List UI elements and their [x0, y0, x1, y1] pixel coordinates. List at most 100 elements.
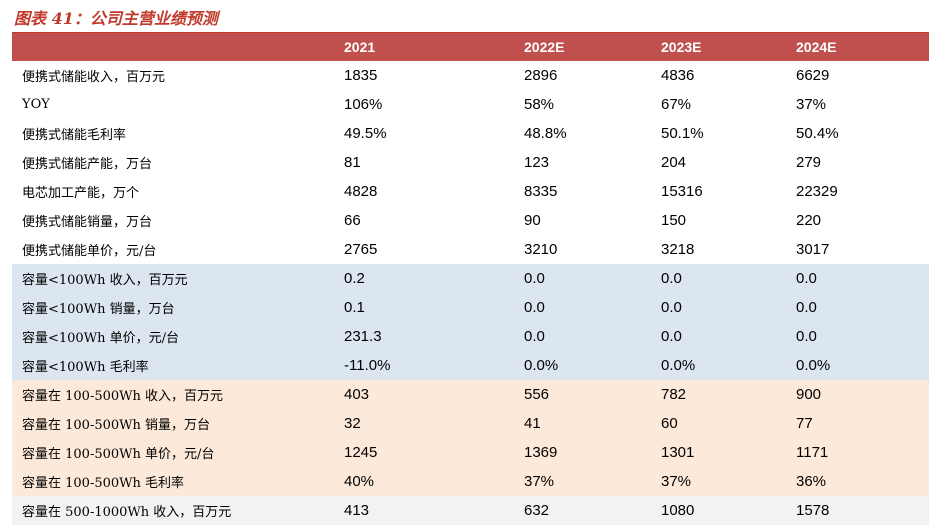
value-cell: 1835	[344, 67, 378, 84]
value-cell: 3017	[796, 241, 830, 258]
table-row: 容量<100Wh 毛利率 -11.0% 0.0% 0.0% 0.0%	[12, 351, 929, 380]
value-cell: 150	[661, 212, 687, 229]
row-label: 容量在 100-500Wh 收入，百万元	[12, 380, 330, 409]
value-cell: -11.0%	[330, 351, 516, 380]
value-cell: 37%	[516, 467, 653, 496]
value-cell: 1245	[330, 438, 516, 467]
value-cell: 900	[790, 380, 929, 409]
table-row: 电芯加工产能，万个 4828 8335 15316 22329	[12, 177, 929, 206]
value-cell: 0.0	[516, 264, 653, 293]
value-cell: 0.1	[330, 293, 516, 322]
row-label: 便携式储能销量，万台	[22, 215, 153, 230]
table-row: 容量在 100-500Wh 销量，万台 32 41 60 77	[12, 409, 929, 438]
table-row: 容量在 100-500Wh 收入，百万元 403 556 782 900	[12, 380, 929, 409]
table-header-row: 2021 2022E 2023E 2024E	[12, 33, 929, 61]
value-cell: 49.5%	[344, 125, 387, 142]
table-row: 容量<100Wh 单价，元/台 231.3 0.0 0.0 0.0	[12, 322, 929, 351]
value-cell: 0.0	[653, 264, 790, 293]
value-cell: 1578	[790, 496, 929, 525]
value-cell: 0.0%	[653, 351, 790, 380]
value-cell: 22329	[796, 183, 838, 200]
value-cell: 0.0	[516, 293, 653, 322]
table-row: 容量<100Wh 收入，百万元 0.2 0.0 0.0 0.0	[12, 264, 929, 293]
value-cell: 3210	[524, 241, 558, 258]
value-cell: 231.3	[330, 322, 516, 351]
table-row: 便携式储能单价，元/台 2765 3210 3218 3017	[12, 235, 929, 264]
table-row: 便携式储能毛利率 49.5% 48.8% 50.1% 50.4%	[12, 119, 929, 148]
row-label: 便携式储能收入，百万元	[22, 70, 166, 85]
table-row: 便携式储能收入，百万元 1835 2896 4836 6629	[12, 61, 929, 90]
table-row: YOY 106% 58% 67% 37%	[12, 90, 929, 119]
value-cell: 37%	[796, 96, 827, 113]
value-cell: 4828	[344, 183, 378, 200]
value-cell: 50.1%	[661, 125, 704, 142]
value-cell: 0.0	[790, 293, 929, 322]
value-cell: 32	[330, 409, 516, 438]
table-row: 容量<100Wh 销量，万台 0.1 0.0 0.0 0.0	[12, 293, 929, 322]
value-cell: 67%	[661, 96, 692, 113]
value-cell: 90	[524, 212, 541, 229]
table-row: 便携式储能销量，万台 66 90 150 220	[12, 206, 929, 235]
figure-title: 图表 41：公司主营业绩预测	[14, 9, 218, 28]
value-cell: 40%	[330, 467, 516, 496]
value-cell: 58%	[524, 96, 555, 113]
value-cell: 204	[661, 154, 687, 171]
table-row: 容量在 100-500Wh 单价，元/台 1245 1369 1301 1171	[12, 438, 929, 467]
value-cell: 1369	[516, 438, 653, 467]
header-cell-2021: 2021	[330, 33, 516, 61]
row-label: 容量<100Wh 单价，元/台	[12, 322, 330, 351]
value-cell: 413	[330, 496, 516, 525]
value-cell: 0.0	[790, 322, 929, 351]
row-label: 容量<100Wh 收入，百万元	[12, 264, 330, 293]
value-cell: 6629	[796, 67, 830, 84]
value-cell: 403	[330, 380, 516, 409]
value-cell: 37%	[653, 467, 790, 496]
value-cell: 1301	[653, 438, 790, 467]
row-label: 便携式储能产能，万台	[22, 157, 153, 172]
row-label: 容量<100Wh 毛利率	[12, 351, 330, 380]
value-cell: 220	[796, 212, 822, 229]
value-cell: 279	[796, 154, 822, 171]
value-cell: 2896	[524, 67, 558, 84]
header-cell-2023e: 2023E	[653, 33, 790, 61]
value-cell: 0.0%	[516, 351, 653, 380]
value-cell: 782	[653, 380, 790, 409]
value-cell: 41	[516, 409, 653, 438]
value-cell: 0.0	[790, 264, 929, 293]
value-cell: 556	[516, 380, 653, 409]
value-cell: 0.0	[653, 293, 790, 322]
row-label: 容量在 100-500Wh 毛利率	[12, 467, 330, 496]
title-divider	[12, 32, 929, 33]
value-cell: 0.2	[330, 264, 516, 293]
value-cell: 36%	[790, 467, 929, 496]
value-cell: 8335	[524, 183, 558, 200]
value-cell: 77	[790, 409, 929, 438]
table-row: 容量在 500-1000Wh 收入，百万元 413 632 1080 1578	[12, 496, 929, 525]
value-cell: 60	[653, 409, 790, 438]
value-cell: 81	[344, 154, 361, 171]
row-label: 便携式储能单价，元/台	[22, 244, 157, 259]
table-row: 容量在 100-500Wh 毛利率 40% 37% 37% 36%	[12, 467, 929, 496]
value-cell: 1171	[790, 438, 929, 467]
row-label: 电芯加工产能，万个	[22, 186, 140, 201]
row-label: 容量在 100-500Wh 单价，元/台	[12, 438, 330, 467]
value-cell: 632	[516, 496, 653, 525]
header-cell-2024e: 2024E	[790, 33, 929, 61]
value-cell: 0.0	[653, 322, 790, 351]
header-cell-2022e: 2022E	[516, 33, 653, 61]
value-cell: 0.0	[516, 322, 653, 351]
value-cell: 2765	[344, 241, 378, 258]
value-cell: 106%	[344, 96, 383, 113]
value-cell: 50.4%	[796, 125, 839, 142]
row-label: YOY	[22, 97, 50, 112]
value-cell: 123	[524, 154, 550, 171]
value-cell: 48.8%	[524, 125, 567, 142]
row-label: 容量在 100-500Wh 销量，万台	[12, 409, 330, 438]
table-row: 便携式储能产能，万台 81 123 204 279	[12, 148, 929, 177]
header-cell-label	[12, 33, 330, 61]
value-cell: 1080	[653, 496, 790, 525]
value-cell: 66	[344, 212, 361, 229]
row-label: 容量在 500-1000Wh 收入，百万元	[12, 496, 330, 525]
value-cell: 0.0%	[790, 351, 929, 380]
row-label: 容量<100Wh 销量，万台	[12, 293, 330, 322]
